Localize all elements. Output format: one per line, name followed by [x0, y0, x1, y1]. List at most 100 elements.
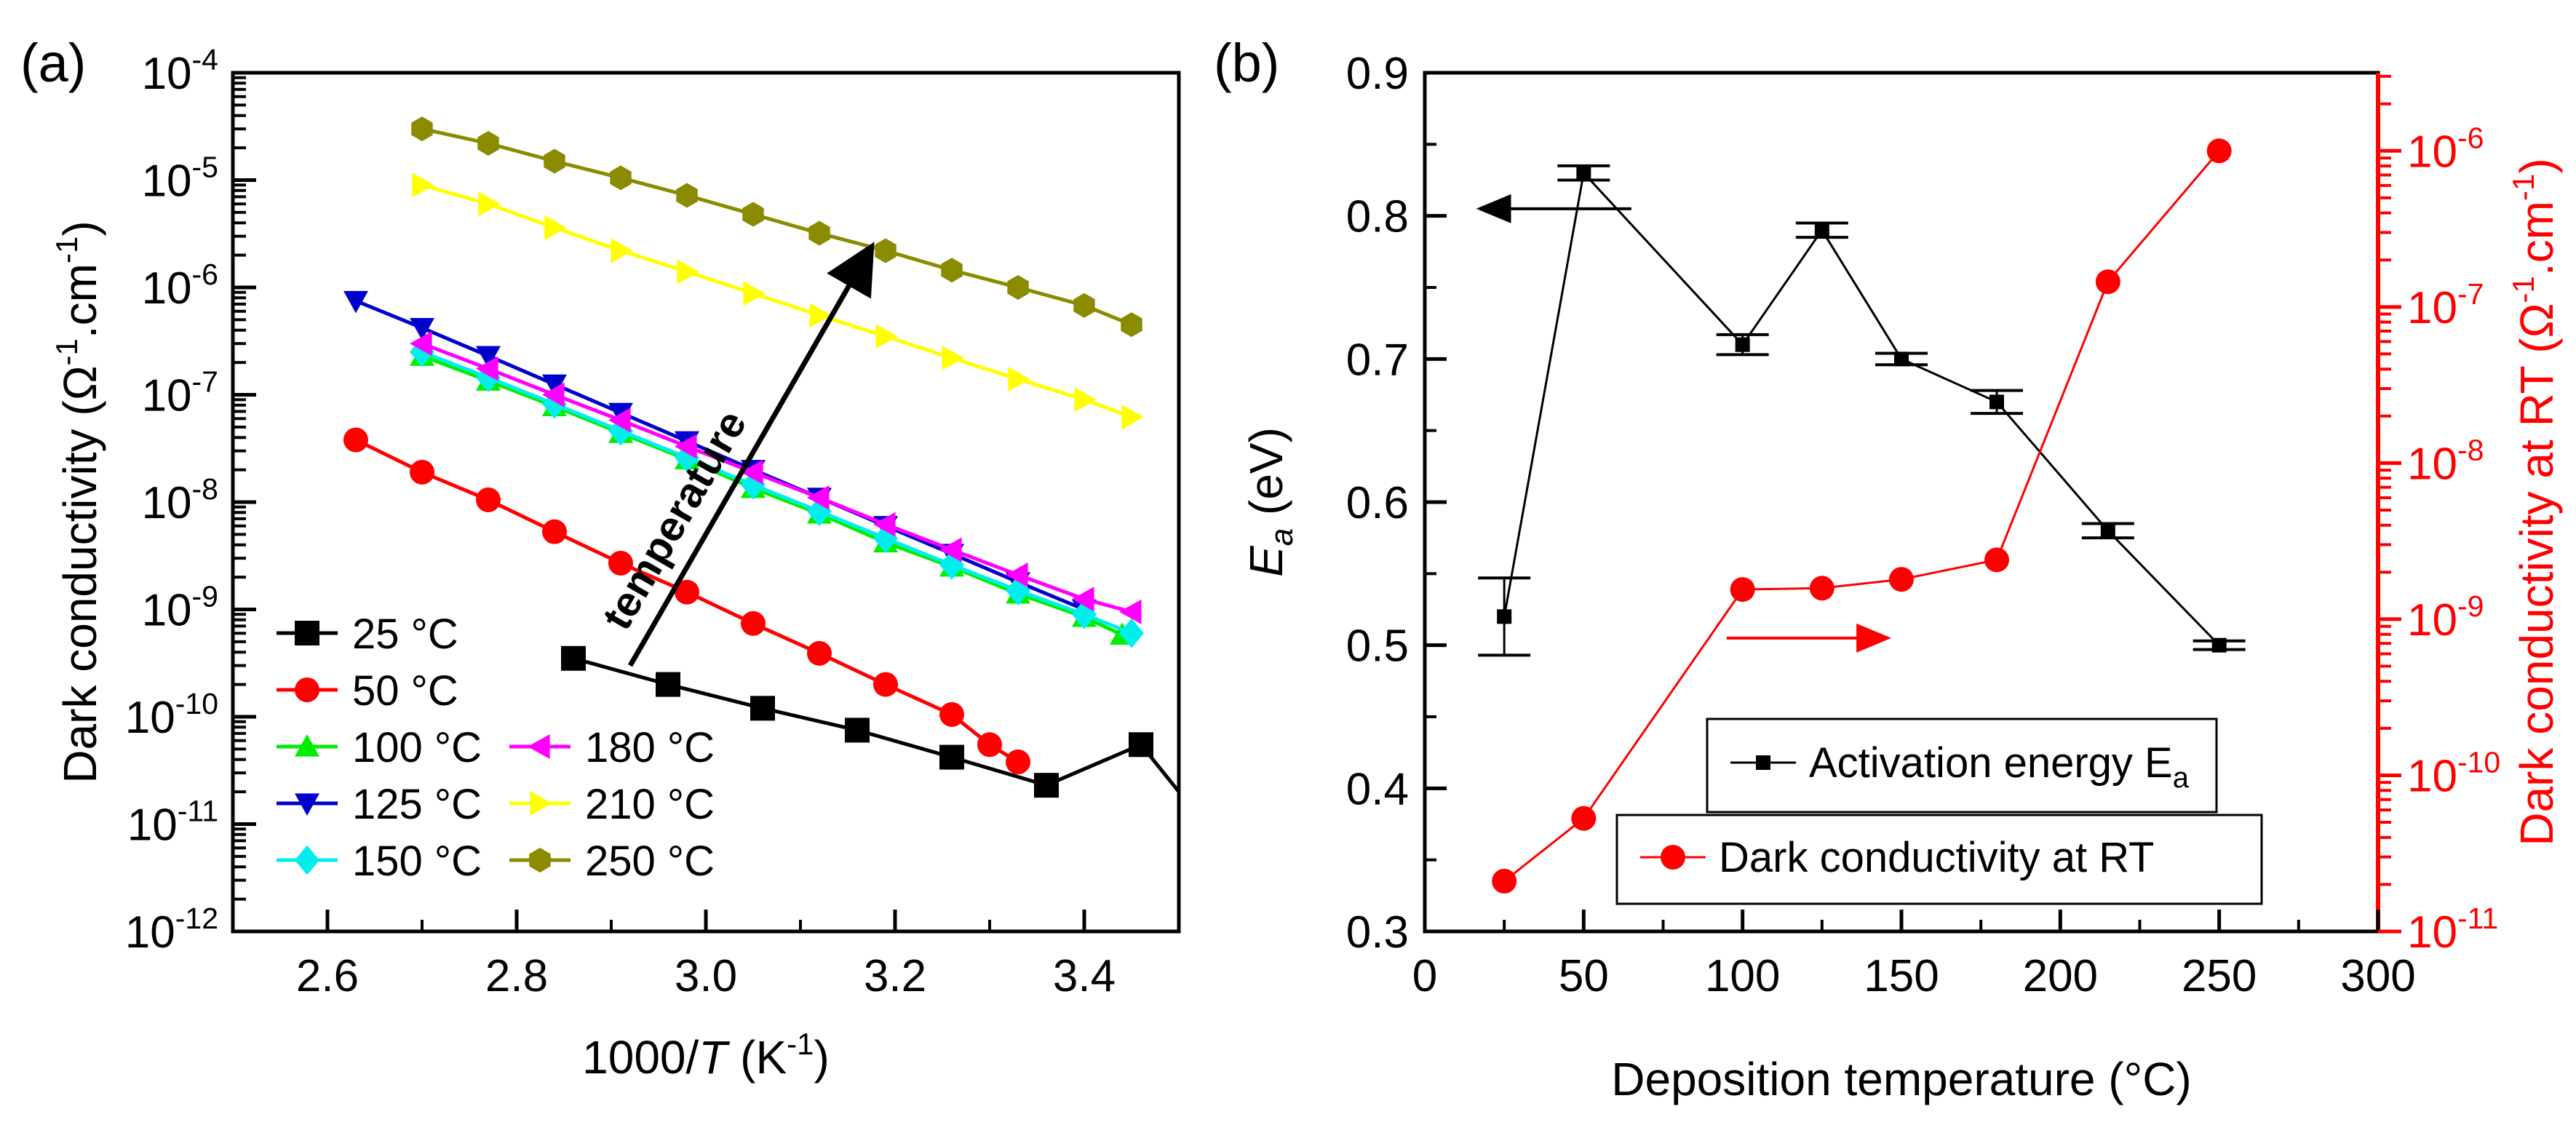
- data-point: [1809, 576, 1834, 601]
- legend-marker: [530, 791, 552, 816]
- data-point: [939, 701, 964, 727]
- data-point: [675, 579, 699, 605]
- data-point: [1008, 366, 1030, 391]
- data-point: [941, 258, 963, 283]
- data-point: [476, 346, 501, 369]
- legend-label: Activation energy Ea: [1809, 739, 2190, 794]
- legend-activation-energy: Activation energy Ea: [1706, 717, 2218, 814]
- panel-b-right-y-axis-label: Dark conductivity at RT (Ω-1.cm-1): [2506, 158, 2563, 846]
- data-point: [1121, 405, 1144, 430]
- legend-label: 100 °C: [352, 724, 482, 771]
- data-point: [1129, 732, 1153, 758]
- data-point: [1006, 562, 1028, 587]
- x-tick-label: 200: [2023, 951, 2098, 1001]
- panel-a-x-axis-label: 1000/T (K-1): [582, 1027, 830, 1084]
- legend-marker: [295, 793, 319, 816]
- legend-label: 50 °C: [352, 667, 458, 715]
- legend-item: 25 °C: [277, 611, 458, 658]
- data-point: [542, 382, 565, 408]
- x-tick-label: 250: [2182, 951, 2257, 1001]
- series-50-c: [343, 427, 1030, 774]
- series-180-c: [410, 331, 1142, 624]
- data-point: [873, 672, 898, 697]
- panel-a-legend: 25 °C 50 °C 100 °C 125 °C 150 °C 180 °C 210 °C…: [277, 611, 715, 885]
- data-point: [1034, 773, 1059, 798]
- x-tick-label: 3.4: [1053, 951, 1116, 1001]
- data-point: [743, 281, 766, 306]
- series-line: [421, 350, 1132, 635]
- panel-a: (a) 10-1210-1110-1010-910-810-710-610-51…: [20, 33, 1181, 1084]
- y-tick-label: 10-9: [142, 580, 218, 636]
- y-right-tick-label: 10-8: [2407, 433, 2484, 489]
- data-point: [1814, 223, 1829, 238]
- data-point: [2100, 523, 2115, 538]
- y-right-tick-label: 10-11: [2407, 902, 2498, 958]
- legend-item: 180 °C: [509, 724, 715, 771]
- data-point: [544, 148, 565, 174]
- temperature-arrow-line: [627, 242, 875, 667]
- panel-b-right-y-ticks: 10-11 10-10 10-9 10-8 10-7 10-6: [2378, 74, 2500, 958]
- data-point: [942, 345, 964, 370]
- data-point: [676, 183, 698, 208]
- panel-b-x-ticks: 0 50 100 150 200 250 300: [1412, 910, 2416, 1001]
- legend-label: 250 °C: [585, 838, 715, 885]
- data-point: [478, 191, 501, 217]
- y-right-tick-label: 10-9: [2407, 589, 2484, 645]
- data-point: [544, 215, 567, 240]
- data-point: [2206, 138, 2232, 164]
- data-point: [1730, 577, 1755, 603]
- data-point: [542, 374, 567, 397]
- data-point: [809, 303, 832, 328]
- data-point: [1576, 165, 1591, 180]
- data-point: [1072, 587, 1094, 612]
- data-point: [845, 717, 870, 743]
- data-point: [410, 459, 434, 485]
- y-tick-label: 10-8: [142, 472, 218, 528]
- panel-b-axis-arrows: [1476, 194, 1892, 653]
- legend-marker: [528, 734, 550, 759]
- panel-b-plot-area: [1478, 138, 2246, 894]
- data-point: [476, 487, 501, 512]
- legend-marker: [1756, 755, 1770, 770]
- data-point: [412, 172, 434, 198]
- data-point: [610, 165, 632, 191]
- x-tick-label: 2.8: [485, 951, 548, 1001]
- data-point: [741, 459, 763, 485]
- data-point: [677, 259, 699, 285]
- panel-a-y-ticks: 10-12 10-11 10-10 10-9 10-8 10-7 10-6 10-5 10-4: [125, 43, 256, 958]
- panel-b-left-y-axis-label: Ea (eV): [1240, 427, 1300, 577]
- data-point: [1735, 337, 1750, 352]
- series-line: [1503, 150, 2220, 883]
- panel-b-legend: Activation energy Ea Dark conductivity at…: [1615, 717, 2263, 905]
- legend-label: 25 °C: [352, 611, 458, 658]
- legend-label: Dark conductivity at RT: [1719, 834, 2154, 881]
- data-point: [476, 356, 498, 381]
- legend-marker: [1661, 845, 1685, 870]
- y-tick-label: 0.3: [1346, 907, 1409, 958]
- x-tick-label: 3.2: [864, 951, 926, 1001]
- data-point: [1007, 275, 1029, 300]
- data-point: [410, 317, 434, 341]
- panel-b-x-axis-label: Deposition temperature (°C): [1611, 1053, 2191, 1105]
- data-point: [875, 324, 898, 349]
- series-line: [421, 354, 1124, 637]
- data-point: [939, 537, 962, 562]
- data-point: [807, 640, 832, 666]
- panel-b-left-y-ticks: 0.3 0.4 0.5 0.6 0.7 0.8 0.9: [1346, 49, 1447, 958]
- y-tick-label: 0.9: [1346, 49, 1409, 99]
- data-point: [875, 238, 897, 263]
- legend-marker: [295, 677, 319, 702]
- data-point: [675, 434, 697, 459]
- y-tick-label: 0.8: [1346, 192, 1409, 242]
- data-point: [1989, 394, 2004, 410]
- series-line: [1503, 170, 2220, 646]
- y-right-tick-label: 10-10: [2407, 745, 2500, 801]
- series-line: [355, 299, 1085, 611]
- y-tick-label: 0.6: [1346, 478, 1409, 528]
- panel-a-label: (a): [20, 33, 86, 93]
- legend-item: 210 °C: [509, 781, 715, 828]
- y-tick-label: 10-11: [127, 795, 218, 851]
- data-point: [750, 696, 775, 721]
- data-point: [2211, 637, 2227, 653]
- series-activation-energy: [1478, 164, 2246, 657]
